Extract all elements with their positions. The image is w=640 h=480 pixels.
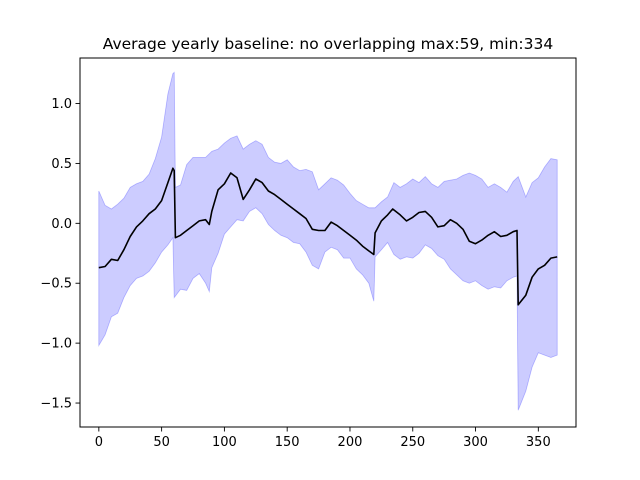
chart-title: Average yearly baseline: no overlapping … (103, 35, 553, 53)
confidence-band (98, 71, 558, 411)
plot-frame (79, 57, 577, 428)
y-tick-label: −1.0 (40, 337, 72, 352)
x-tick-label: 150 (275, 435, 300, 450)
y-axis: −1.5 −1.0 −0.5 0.0 0.5 1.0 (40, 97, 80, 412)
x-tick-label: 200 (338, 435, 363, 450)
x-tick-label: 0 (95, 435, 103, 450)
y-tick-label: 0.0 (51, 217, 72, 232)
confidence-band-layer (98, 71, 558, 411)
y-tick-label: 0.5 (51, 157, 72, 172)
mean-line-layer (98, 167, 558, 306)
y-tick-label: −0.5 (40, 277, 72, 292)
x-tick-label: 100 (212, 435, 237, 450)
y-tick-label: −1.5 (40, 397, 72, 412)
mean-line (98, 167, 558, 306)
x-tick-label: 250 (400, 435, 425, 450)
x-tick-label: 350 (526, 435, 551, 450)
x-tick-label: 300 (463, 435, 488, 450)
x-tick-label: 50 (153, 435, 170, 450)
y-tick-label: 1.0 (51, 97, 72, 112)
x-axis: 0 50 100 150 200 250 300 350 (95, 427, 551, 450)
